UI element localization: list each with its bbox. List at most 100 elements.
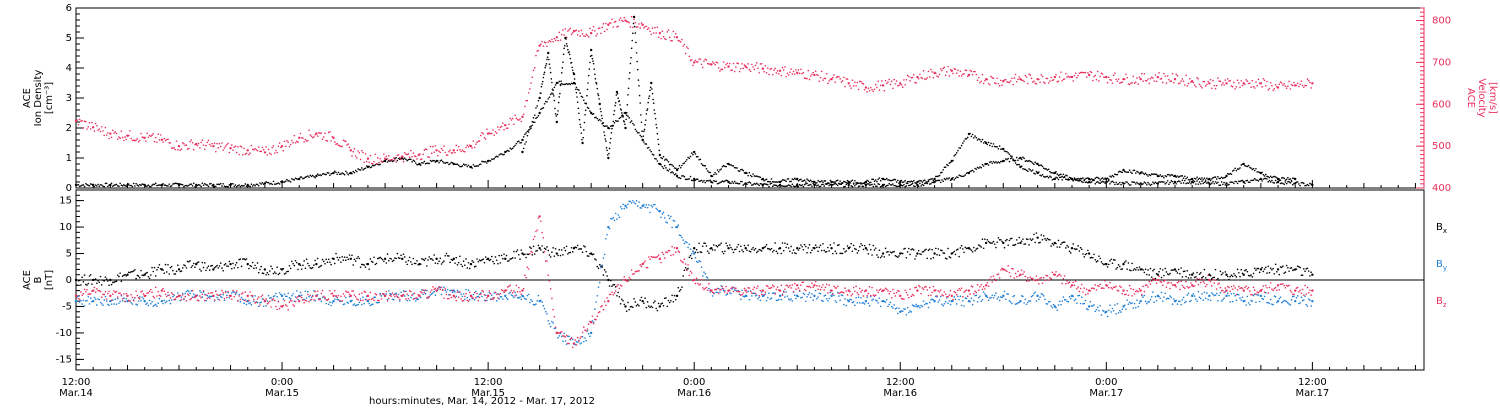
data-dot	[123, 293, 125, 295]
data-dot	[581, 30, 583, 32]
data-dot	[1234, 168, 1236, 170]
data-dot	[1064, 241, 1066, 243]
data-dot	[1199, 273, 1201, 275]
data-dot	[1091, 72, 1093, 74]
data-dot	[598, 95, 600, 97]
data-dot	[617, 97, 619, 99]
data-dot	[547, 320, 549, 322]
data-dot	[1018, 164, 1020, 166]
data-dot	[376, 163, 378, 165]
data-dot	[1164, 75, 1166, 77]
data-dot	[838, 76, 840, 78]
data-dot	[723, 253, 725, 255]
data-dot	[1182, 276, 1184, 278]
data-dot	[1305, 85, 1307, 87]
data-dot	[1228, 295, 1230, 297]
data-dot	[947, 165, 949, 167]
data-dot	[86, 284, 88, 286]
data-dot	[1285, 271, 1287, 273]
data-dot	[79, 280, 81, 282]
data-dot	[714, 64, 716, 66]
data-dot	[518, 140, 520, 142]
data-dot	[815, 290, 817, 292]
data-dot	[1236, 170, 1238, 172]
data-dot	[275, 150, 277, 152]
data-dot	[901, 180, 903, 182]
data-dot	[305, 139, 307, 141]
data-dot	[845, 250, 847, 252]
data-dot	[292, 263, 294, 265]
data-dot	[1023, 302, 1025, 304]
data-dot	[1263, 299, 1265, 301]
data-point	[1054, 76, 1056, 78]
data-dot	[278, 145, 280, 147]
data-dot	[473, 164, 475, 166]
data-dot	[1282, 301, 1284, 303]
data-point	[1002, 148, 1004, 150]
data-dot	[680, 167, 682, 169]
data-dot	[633, 18, 635, 20]
data-dot	[1200, 85, 1202, 87]
data-dot	[466, 297, 468, 299]
data-dot	[571, 247, 573, 249]
data-dot	[560, 39, 562, 41]
data-point	[813, 247, 815, 249]
data-dot	[1224, 79, 1226, 81]
data-dot	[1074, 75, 1076, 77]
data-dot	[1059, 76, 1061, 78]
data-dot	[701, 163, 703, 165]
data-dot	[601, 27, 603, 29]
data-dot	[462, 165, 464, 167]
data-dot	[254, 265, 256, 267]
data-dot	[1101, 261, 1103, 263]
data-dot	[1185, 74, 1187, 76]
data-dot	[465, 164, 467, 166]
data-dot	[686, 46, 688, 48]
data-dot	[811, 185, 813, 187]
data-dot	[221, 267, 223, 269]
data-dot	[478, 261, 480, 263]
data-dot	[634, 26, 636, 28]
data-dot	[352, 304, 354, 306]
data-dot	[918, 250, 920, 252]
data-dot	[1080, 247, 1082, 249]
data-dot	[1118, 312, 1120, 314]
data-dot	[545, 311, 547, 313]
data-point	[212, 268, 214, 270]
data-dot	[562, 341, 564, 343]
data-dot	[625, 119, 627, 121]
data-dot	[1077, 75, 1079, 77]
data-dot	[630, 57, 632, 59]
data-dot	[681, 39, 683, 41]
data-dot	[582, 137, 584, 139]
data-dot	[619, 19, 621, 21]
data-dot	[897, 313, 899, 315]
data-dot	[826, 298, 828, 300]
data-dot	[491, 256, 493, 258]
data-dot	[963, 140, 965, 142]
data-dot	[966, 138, 968, 140]
data-dot	[552, 88, 554, 90]
data-dot	[788, 178, 790, 180]
data-dot	[215, 151, 217, 153]
data-dot	[654, 27, 656, 29]
data-dot	[712, 175, 714, 177]
data-dot	[1164, 268, 1166, 270]
data-dot	[570, 58, 572, 60]
data-dot	[107, 132, 109, 134]
data-dot	[800, 68, 802, 70]
data-dot	[447, 289, 449, 291]
data-dot	[757, 298, 759, 300]
data-dot	[901, 84, 903, 86]
data-dot	[232, 149, 234, 151]
data-dot	[1033, 293, 1035, 295]
data-dot	[340, 173, 342, 175]
data-dot	[415, 162, 417, 164]
data-point	[830, 247, 832, 249]
data-point	[1054, 178, 1056, 180]
data-point	[1139, 300, 1141, 302]
data-dot	[671, 40, 673, 42]
data-dot	[1049, 80, 1051, 82]
data-dot	[1185, 301, 1187, 303]
data-dot	[941, 304, 943, 306]
